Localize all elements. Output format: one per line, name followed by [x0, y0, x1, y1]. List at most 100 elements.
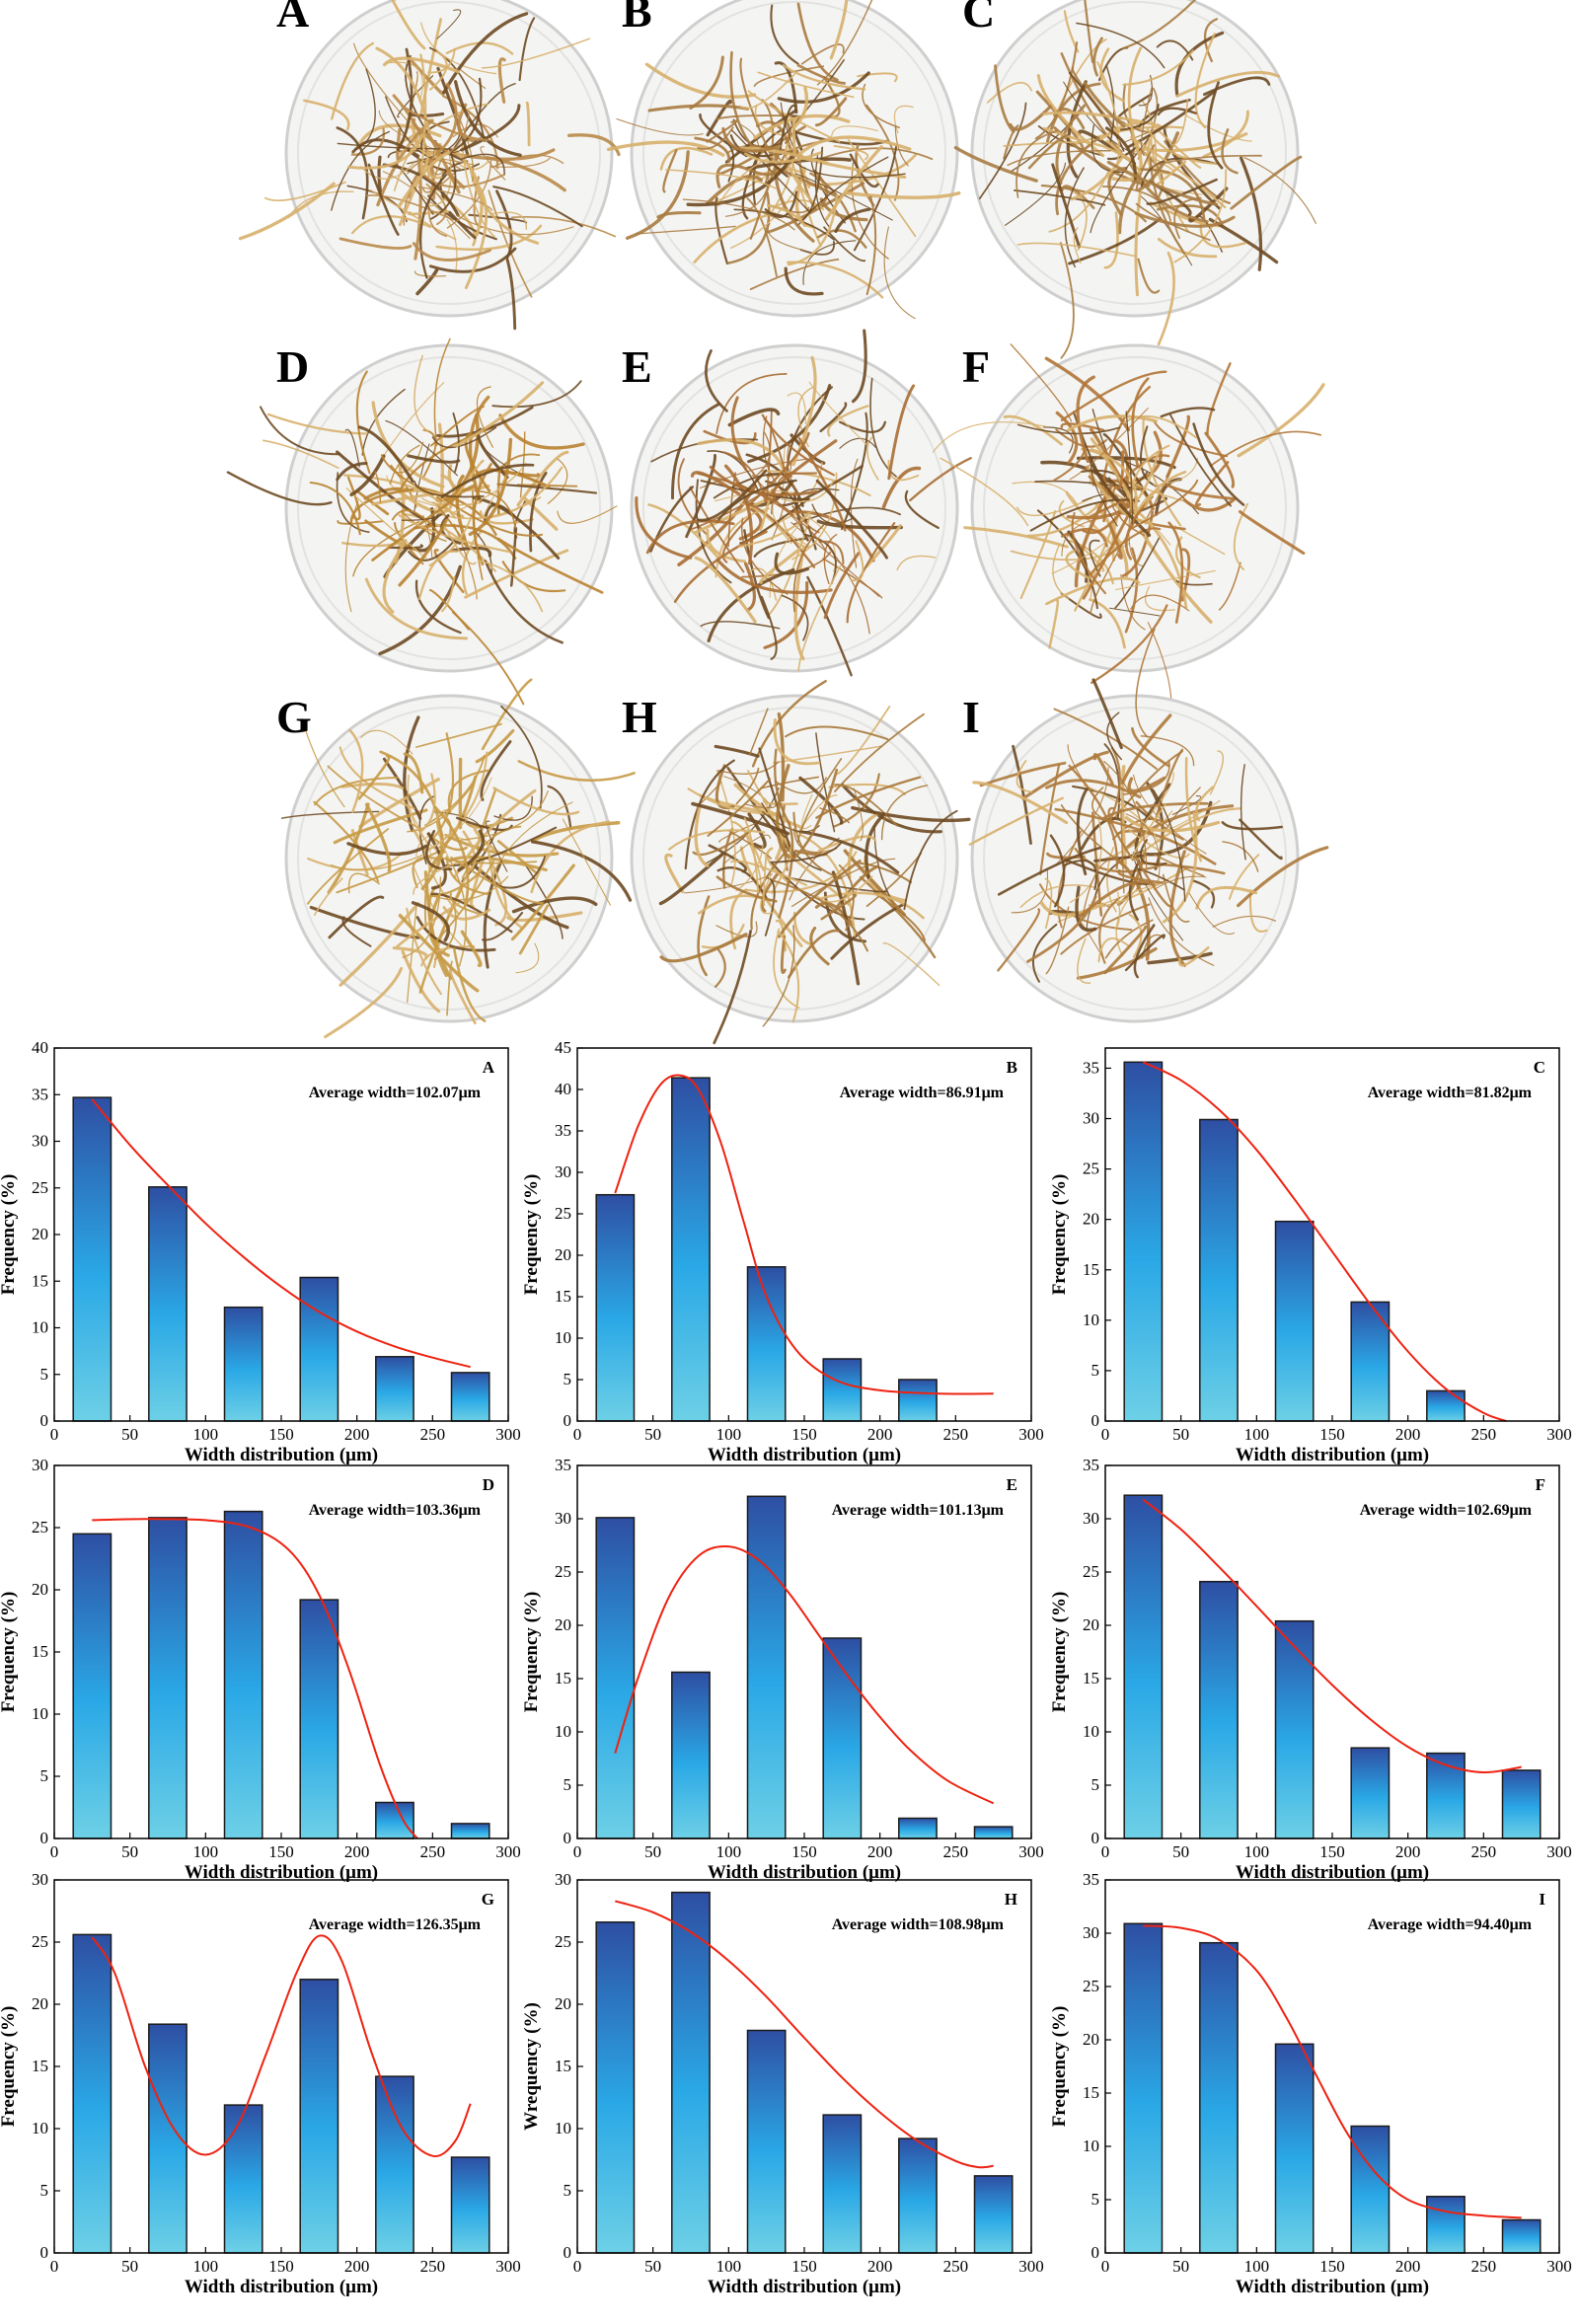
fiber-strand — [341, 539, 408, 548]
fiber-strand — [997, 908, 1041, 972]
bar-e-5 — [973, 1826, 1014, 1839]
fiber-strand — [443, 498, 544, 537]
fiber-strand — [1147, 951, 1213, 965]
fiber-strand — [1048, 599, 1060, 649]
fiber-strand — [774, 61, 798, 114]
fiber-strand — [714, 196, 728, 265]
x-tick-label: 150 — [791, 1425, 817, 1444]
fiber-strand — [816, 519, 903, 530]
fiber-strand — [392, 946, 428, 960]
fiber-strand — [851, 329, 867, 404]
fiber-strand — [492, 787, 580, 816]
fiber-strand — [567, 133, 621, 157]
y-axis-title: Frequency (%) — [0, 2006, 19, 2128]
fiber-strand — [1120, 573, 1146, 631]
fiber-strand — [394, 441, 424, 474]
fiber-strand — [1019, 509, 1057, 599]
fiber-strand — [420, 22, 497, 75]
fiber-strand — [708, 844, 747, 873]
y-tick-label: 25 — [1083, 1977, 1099, 1995]
fiber-strand — [393, 135, 425, 191]
photo-label-i: I — [962, 692, 980, 742]
fiber-strand — [412, 242, 491, 262]
fiber-strand — [360, 729, 414, 755]
fiber-strand — [1106, 160, 1219, 206]
fiber-strand — [760, 874, 777, 915]
fiber-strand — [761, 413, 835, 477]
fiber-strand — [464, 187, 489, 290]
fiber-strand — [424, 755, 486, 827]
fiber-strand — [1240, 156, 1263, 271]
fiber-strand — [518, 17, 536, 82]
bar-f-4 — [1426, 1752, 1466, 1839]
fiber-strand — [1130, 594, 1190, 612]
fiber-strand — [794, 794, 838, 838]
x-tick-label: 50 — [121, 2257, 138, 2276]
fiber-strand — [425, 148, 443, 180]
y-tick-label: 15 — [32, 1271, 48, 1290]
bar-h-0 — [595, 1921, 636, 2254]
fiber-strand — [327, 802, 370, 894]
fiber-strand — [659, 146, 714, 171]
fiber-strand — [411, 901, 450, 942]
x-tick-label: 300 — [1018, 1842, 1044, 1861]
fiber-strand — [803, 533, 837, 584]
fiber-strand — [403, 752, 424, 794]
chart-svg: 0 50 100 150 200 250 300 0 5 10 15 20 25 30 35 40 Width … — [0, 1038, 521, 1465]
fiber-strand — [777, 930, 800, 1023]
fiber-strand — [768, 514, 811, 616]
fiber-strand — [659, 933, 748, 963]
y-tick-label: 35 — [1083, 1058, 1099, 1077]
y-tick-label: 10 — [1083, 2137, 1099, 2155]
fiber-strand — [760, 776, 820, 789]
fiber-strand — [739, 146, 829, 165]
x-axis-title: Width distribution (μm) — [185, 2277, 378, 2297]
bar-a-4 — [375, 1356, 414, 1422]
fiber-strand — [1150, 131, 1190, 233]
fiber-strand — [1131, 377, 1150, 469]
y-axis-title: Frequency (%) — [521, 1174, 542, 1296]
fiber-strand — [713, 930, 752, 1045]
fiber-strand — [482, 911, 524, 941]
bar-g-4 — [375, 2075, 414, 2254]
fiber-strand — [844, 190, 961, 199]
fiber-strand — [791, 130, 888, 146]
y-tick-label: 30 — [1083, 1923, 1099, 1942]
fiber-strand — [782, 63, 866, 91]
fiber-strand — [525, 101, 531, 147]
fiber-strand — [903, 809, 958, 911]
fiber-strand — [1195, 786, 1215, 822]
bar-i-2 — [1274, 2043, 1315, 2254]
fiber-strand — [1188, 892, 1235, 935]
fiber-strand — [340, 782, 405, 790]
fiber-strand — [893, 105, 914, 134]
fiber-strand — [1063, 860, 1097, 890]
fiber-strand — [450, 856, 544, 905]
fiber-strand — [414, 722, 502, 748]
fiber-strand — [693, 211, 776, 263]
x-tick-label: 50 — [644, 1425, 661, 1444]
x-axis-title: Width distribution (μm) — [708, 1862, 901, 1883]
fiber-strand — [348, 728, 364, 813]
fiber-strand — [1194, 33, 1216, 129]
y-tick-label: 20 — [1083, 1615, 1099, 1634]
y-tick-label: 25 — [555, 1562, 571, 1581]
fiber-strand — [415, 916, 496, 952]
fiber-strand — [445, 856, 489, 896]
fiber-strand — [498, 413, 585, 450]
fiber-strand — [714, 948, 726, 988]
y-tick-label: 40 — [555, 1080, 571, 1098]
fiber-strand — [518, 904, 550, 955]
fiber-mass — [968, 628, 1329, 985]
fiber-strand — [440, 463, 535, 499]
fiber-strand — [718, 822, 758, 843]
dish-image — [630, 680, 971, 1045]
fiber-strand — [816, 0, 873, 86]
fiber-mass — [280, 678, 636, 1039]
fiber-strand — [1230, 155, 1303, 210]
fiber-strand — [1046, 852, 1086, 860]
fiber-strand — [460, 153, 505, 175]
fiber-strand — [453, 788, 537, 879]
fiber-strand — [1104, 126, 1137, 181]
fiber-strand — [359, 162, 415, 180]
